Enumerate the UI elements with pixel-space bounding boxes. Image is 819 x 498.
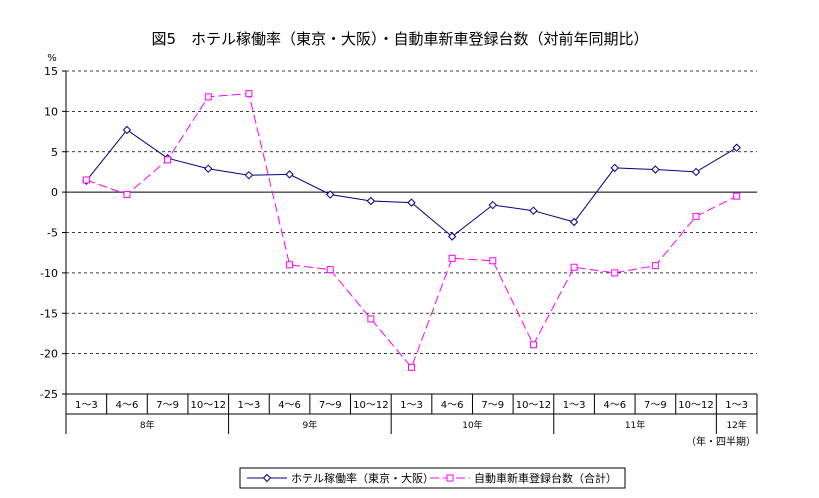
data-point-hotel — [529, 206, 538, 215]
y-tick-label: 15 — [44, 65, 58, 78]
data-point-car — [123, 191, 131, 199]
x-axis-unit: （年・四半期） — [686, 435, 756, 448]
category-label: 4～6 — [603, 400, 626, 411]
axes: -25 -20 -15 -10 -5 0 5 10 15 — [40, 65, 757, 434]
category-label: 7～9 — [319, 400, 342, 411]
data-point-car — [164, 156, 172, 164]
data-point-car — [529, 341, 537, 349]
data-point-hotel — [691, 167, 701, 177]
category-label: 4～6 — [278, 400, 301, 411]
data-point-car — [286, 261, 294, 269]
category-label: 1～3 — [238, 400, 261, 411]
year-label: 11年 — [625, 419, 645, 431]
category-label: 4～6 — [116, 400, 139, 411]
series-line-hotel — [85, 129, 737, 238]
data-point-hotel — [447, 232, 457, 241]
category-label: 1～3 — [563, 400, 586, 411]
legend-label-hotel: ホテル稼働率（東京・大阪） — [291, 471, 434, 485]
y-tick-label: -10 — [40, 267, 58, 280]
year-label: 8年 — [140, 419, 155, 431]
data-point-car — [489, 257, 497, 265]
grid — [66, 70, 757, 355]
y-axis-unit: % — [47, 53, 57, 64]
data-point-car — [733, 192, 741, 200]
data-point-hotel — [610, 163, 619, 173]
y-tick-label: -15 — [40, 307, 58, 320]
data-point-car — [611, 269, 619, 277]
data-point-car — [651, 262, 659, 270]
series-line-car — [86, 93, 737, 369]
category-label: 7～9 — [481, 400, 504, 411]
chart-title: 図5 ホテル稼働率（東京・大阪）・自動車新車登録台数（対前年同期比） — [151, 30, 648, 48]
year-label: 12年 — [726, 419, 746, 431]
legend-marker-car — [446, 474, 454, 482]
data-point-hotel — [204, 164, 213, 173]
data-point-hotel — [732, 143, 741, 152]
y-tick-label: -25 — [40, 388, 58, 401]
category-label: 10～12 — [516, 400, 551, 411]
category-label: 7～9 — [156, 400, 179, 411]
category-label: 1～3 — [400, 400, 423, 411]
category-label: 10～12 — [191, 400, 226, 411]
data-point-hotel — [285, 170, 294, 179]
legend: ホテル稼働率（東京・大阪） 自動車新車登録台数（合計） — [239, 467, 626, 489]
y-tick-label: 0 — [51, 186, 58, 199]
data-point-car — [204, 93, 212, 101]
data-point-car — [408, 363, 415, 371]
y-tick-label: 5 — [51, 146, 58, 159]
category-label: 4～6 — [441, 400, 464, 411]
category-axis: 1～3 4～6 7～9 10～12 1～3 4～6 7～9 10～12 1～3 4～6 7～9 10～… — [65, 393, 758, 434]
data-point-hotel — [325, 190, 335, 199]
category-label: 1～3 — [725, 400, 748, 411]
y-tick-label: 10 — [44, 105, 58, 118]
data-point-hotel — [244, 170, 254, 180]
legend-marker-hotel — [262, 473, 272, 483]
data-point-car — [367, 315, 375, 323]
data-point-car — [692, 212, 700, 220]
data-point-hotel — [488, 200, 498, 210]
y-tick-label: -20 — [40, 348, 58, 361]
series — [82, 90, 741, 371]
category-label: 10～12 — [678, 400, 713, 411]
data-point-car — [326, 266, 334, 274]
year-label: 9年 — [303, 419, 318, 431]
data-point-car — [245, 90, 253, 98]
category-label: 10～12 — [353, 400, 388, 411]
category-label: 1～3 — [75, 400, 98, 411]
data-point-car — [570, 263, 578, 271]
category-label: 7～9 — [644, 400, 667, 411]
data-point-car — [82, 176, 90, 184]
y-tick-label: -5 — [47, 227, 58, 240]
data-point-hotel — [366, 196, 376, 206]
year-label: 10年 — [462, 419, 482, 431]
data-point-hotel — [569, 217, 579, 227]
data-point-car — [448, 254, 456, 262]
data-point-hotel — [122, 125, 132, 135]
legend-label-car: 自動車新車登録台数（合計） — [474, 471, 617, 485]
data-point-hotel — [407, 198, 416, 207]
data-point-hotel — [651, 165, 660, 174]
